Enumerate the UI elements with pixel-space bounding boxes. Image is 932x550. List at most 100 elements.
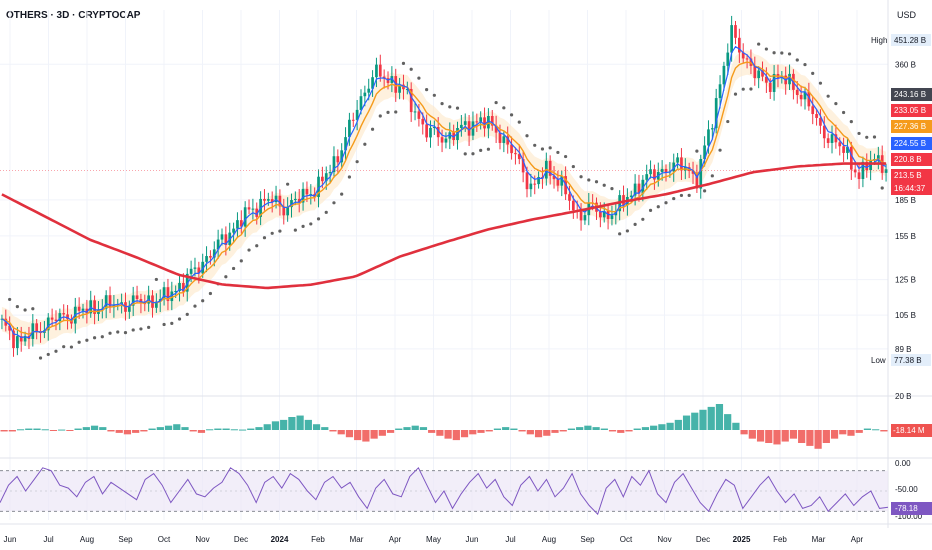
candle-body[interactable] [602, 211, 606, 218]
candle-body[interactable] [182, 282, 185, 292]
macd-bar[interactable] [576, 427, 584, 430]
candle-body[interactable] [653, 169, 656, 180]
macd-bar[interactable] [674, 419, 682, 430]
macd-bar[interactable] [49, 430, 58, 431]
macd-bar[interactable] [641, 427, 650, 430]
candle-body[interactable] [703, 145, 706, 159]
macd-bar[interactable] [666, 422, 674, 430]
macd-bar[interactable] [206, 429, 214, 431]
macd-pane[interactable] [0, 404, 888, 449]
candle-body[interactable] [382, 76, 386, 79]
candle-body[interactable] [286, 207, 289, 216]
ema-long-line[interactable] [1, 162, 887, 290]
candle-body[interactable] [46, 317, 50, 331]
macd-bar[interactable] [33, 428, 41, 430]
candle-body[interactable] [460, 124, 463, 129]
macd-bar[interactable] [148, 428, 156, 430]
candle-body[interactable] [753, 65, 757, 79]
macd-bar[interactable] [312, 424, 321, 430]
candle-body[interactable] [479, 117, 483, 122]
candle-body[interactable] [444, 138, 448, 143]
macd-bar[interactable] [567, 428, 576, 430]
candle-body[interactable] [332, 156, 336, 173]
macd-bar[interactable] [543, 430, 551, 436]
candle-body[interactable] [220, 234, 224, 240]
candle-body[interactable] [301, 188, 305, 203]
candle-body[interactable] [413, 111, 417, 113]
macd-bar[interactable] [715, 404, 724, 430]
candle-body[interactable] [849, 147, 853, 170]
candle-body[interactable] [170, 291, 174, 302]
candle-body[interactable] [525, 172, 529, 190]
macd-bar[interactable] [559, 430, 567, 432]
macd-bar[interactable] [99, 427, 107, 430]
candle-body[interactable] [155, 301, 158, 308]
macd-bar[interactable] [855, 430, 863, 433]
candle-body[interactable] [788, 73, 791, 85]
candle-body[interactable] [243, 207, 247, 227]
macd-bar[interactable] [238, 429, 247, 431]
candle-body[interactable] [189, 268, 193, 274]
macd-bar[interactable] [0, 430, 8, 432]
macd-bar[interactable] [428, 430, 436, 433]
macd-bar[interactable] [682, 415, 691, 430]
candle-body[interactable] [174, 290, 178, 292]
macd-bar[interactable] [658, 424, 666, 430]
macd-bar[interactable] [329, 430, 337, 432]
candle-body[interactable] [533, 183, 537, 185]
macd-bar[interactable] [288, 417, 296, 430]
macd-bar[interactable] [58, 429, 66, 431]
candle-body[interactable] [348, 119, 351, 138]
candle-body[interactable] [884, 169, 888, 173]
macd-bar[interactable] [707, 406, 715, 430]
macd-bar[interactable] [173, 424, 181, 430]
macd-bar[interactable] [863, 428, 872, 430]
macd-bar[interactable] [822, 430, 830, 443]
candle-body[interactable] [108, 295, 112, 308]
macd-bar[interactable] [395, 428, 403, 430]
price-pane[interactable] [0, 15, 888, 360]
candle-body[interactable] [66, 314, 69, 320]
candle-body[interactable] [772, 73, 776, 92]
macd-bar[interactable] [386, 430, 395, 433]
macd-bar[interactable] [82, 427, 90, 430]
macd-bar[interactable] [189, 430, 197, 432]
macd-bar[interactable] [872, 429, 880, 431]
candle-body[interactable] [205, 256, 208, 262]
macd-bar[interactable] [600, 428, 608, 430]
candle-body[interactable] [355, 109, 359, 120]
candle-body[interactable] [494, 125, 498, 133]
candle-body[interactable] [738, 37, 741, 53]
candle-body[interactable] [765, 76, 768, 83]
candle-body[interactable] [571, 200, 575, 211]
candle-body[interactable] [328, 172, 332, 174]
macd-bar[interactable] [378, 430, 386, 436]
candle-body[interactable] [212, 249, 216, 258]
candle-body[interactable] [359, 96, 363, 110]
macd-bar[interactable] [633, 428, 641, 430]
candle-body[interactable] [421, 118, 425, 125]
candle-body[interactable] [166, 287, 170, 302]
macd-bar[interactable] [222, 428, 230, 430]
candle-body[interactable] [865, 161, 869, 171]
candle-body[interactable] [583, 215, 587, 221]
candle-body[interactable] [290, 200, 293, 208]
candle-body[interactable] [757, 70, 761, 79]
candle-body[interactable] [660, 168, 664, 173]
candle-body[interactable] [556, 179, 560, 186]
macd-bar[interactable] [880, 430, 888, 432]
candle-body[interactable] [822, 125, 826, 139]
macd-bar[interactable] [123, 430, 132, 435]
macd-bar[interactable] [830, 430, 839, 439]
candle-body[interactable] [251, 208, 255, 210]
candle-body[interactable] [695, 173, 699, 189]
candle-body[interactable] [861, 161, 865, 180]
macd-bar[interactable] [296, 415, 304, 430]
candle-body[interactable] [16, 336, 19, 349]
candle-body[interactable] [340, 150, 344, 163]
candle-body[interactable] [815, 114, 818, 118]
candle-body[interactable] [726, 52, 730, 66]
candle-body[interactable] [77, 306, 81, 311]
macd-bar[interactable] [370, 430, 378, 439]
